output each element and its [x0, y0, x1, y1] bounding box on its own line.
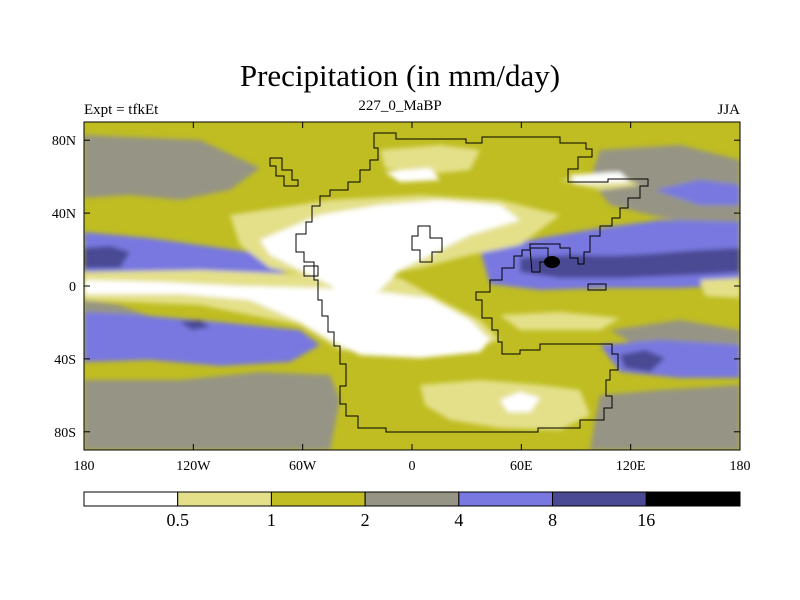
x-axis: 180 120W 60W 0 60E 120E 180 [74, 122, 751, 474]
y-axis: 80N 40N 0 40S 80S [52, 134, 740, 441]
colorbar-label: 2 [361, 510, 370, 530]
y-tick-label: 80S [54, 426, 76, 441]
x-tick-label: 0 [409, 459, 416, 474]
x-tick-label: 180 [730, 459, 751, 474]
colorbar-label: 1 [267, 510, 276, 530]
subtitle-label: 227_0_MaBP [358, 98, 442, 114]
precipitation-field [84, 122, 740, 450]
y-tick-label: 40N [52, 207, 76, 222]
y-tick-label: 0 [69, 280, 76, 295]
colorbar-swatch [177, 491, 272, 507]
colorbar-swatch [645, 491, 741, 507]
colorbar-label: 16 [637, 510, 655, 530]
season-label: JJA [717, 102, 740, 118]
experiment-label: Expt = tfkEt [84, 102, 159, 118]
x-tick-label: 60E [510, 459, 533, 474]
colorbar: 0.5 1 2 4 8 16 [83, 491, 741, 530]
y-tick-label: 40S [54, 353, 76, 368]
colorbar-swatch [364, 491, 460, 507]
colorbar-swatch [458, 491, 554, 507]
x-tick-label: 120W [176, 459, 211, 474]
y-tick-label: 80N [52, 134, 76, 149]
x-tick-label: 120E [616, 459, 646, 474]
colorbar-label: 0.5 [166, 510, 189, 530]
x-tick-label: 180 [74, 459, 95, 474]
colorbar-label: 8 [548, 510, 557, 530]
x-tick-label: 60W [289, 459, 317, 474]
colorbar-swatch [270, 491, 366, 507]
colorbar-label: 4 [454, 510, 463, 530]
colorbar-swatch [83, 491, 179, 507]
colorbar-swatch [552, 491, 647, 507]
map-title: Precipitation (in mm/day) [239, 58, 561, 93]
